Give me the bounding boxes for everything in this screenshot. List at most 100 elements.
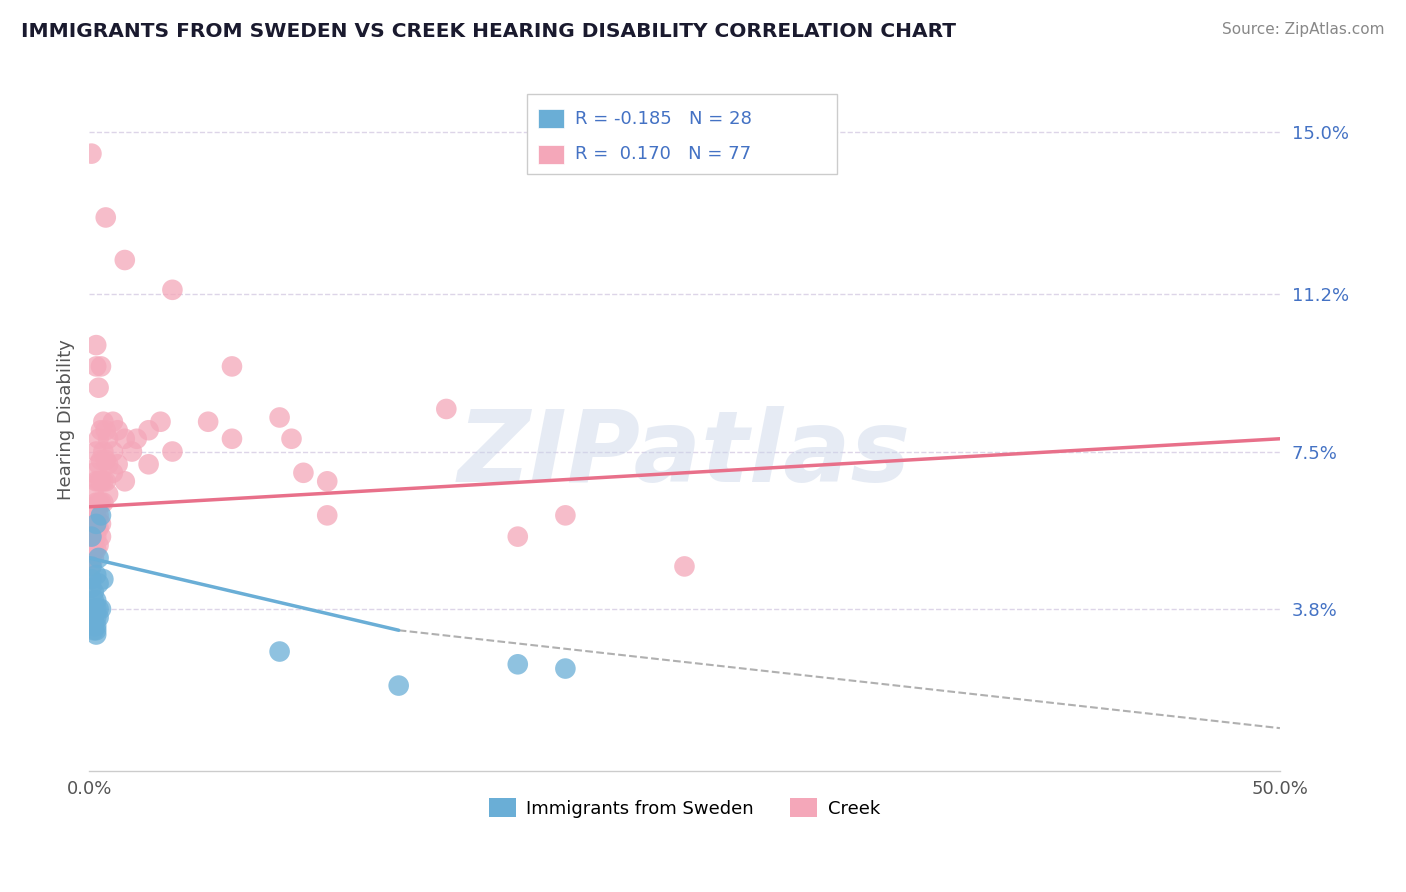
Point	[94, 423, 117, 437]
Text: ZIPatlas: ZIPatlas	[458, 406, 911, 503]
Point	[84, 602, 107, 616]
Point	[87, 458, 110, 472]
Point	[83, 466, 105, 480]
Point	[84, 516, 107, 531]
Point	[83, 610, 105, 624]
Point	[83, 624, 105, 638]
Point	[83, 602, 105, 616]
Point	[84, 530, 107, 544]
Point	[149, 415, 172, 429]
Point	[80, 572, 103, 586]
Point	[138, 423, 160, 437]
Point	[84, 610, 107, 624]
Point	[83, 606, 105, 620]
Point	[93, 475, 115, 489]
Text: R = -0.185   N = 28: R = -0.185 N = 28	[575, 110, 752, 128]
Point	[269, 644, 291, 658]
Point	[84, 542, 107, 557]
Point	[280, 432, 302, 446]
Point	[87, 610, 110, 624]
Point	[84, 475, 107, 489]
Point	[80, 146, 103, 161]
Point	[93, 444, 115, 458]
Point	[316, 475, 339, 489]
Point	[84, 444, 107, 458]
Point	[83, 585, 105, 599]
Point	[101, 466, 124, 480]
Point	[84, 521, 107, 535]
Point	[554, 508, 576, 523]
Point	[83, 550, 105, 565]
Point	[83, 516, 105, 531]
Point	[94, 453, 117, 467]
Point	[84, 508, 107, 523]
Point	[90, 530, 112, 544]
Point	[80, 559, 103, 574]
Point	[506, 530, 529, 544]
Text: Source: ZipAtlas.com: Source: ZipAtlas.com	[1222, 22, 1385, 37]
Point	[114, 475, 136, 489]
Point	[84, 338, 107, 352]
Point	[87, 508, 110, 523]
Point	[90, 475, 112, 489]
Point	[90, 602, 112, 616]
Point	[80, 581, 103, 595]
Point	[93, 572, 115, 586]
Point	[80, 530, 103, 544]
Point	[93, 415, 115, 429]
Point	[114, 253, 136, 268]
Point	[269, 410, 291, 425]
Point	[121, 444, 143, 458]
Point	[90, 495, 112, 509]
Point	[87, 538, 110, 552]
Point	[84, 627, 107, 641]
Point	[87, 381, 110, 395]
Point	[87, 521, 110, 535]
Point	[197, 415, 219, 429]
Point	[90, 359, 112, 374]
Point	[506, 657, 529, 672]
Point	[90, 508, 112, 523]
Point	[87, 550, 110, 565]
Point	[554, 662, 576, 676]
Point	[84, 593, 107, 607]
Point	[434, 401, 457, 416]
Point	[101, 415, 124, 429]
Point	[221, 432, 243, 446]
Point	[83, 619, 105, 633]
Point	[90, 516, 112, 531]
Point	[90, 453, 112, 467]
Point	[388, 679, 411, 693]
Text: R =  0.170   N = 77: R = 0.170 N = 77	[575, 145, 751, 163]
Y-axis label: Hearing Disability: Hearing Disability	[58, 339, 75, 500]
Point	[83, 530, 105, 544]
Point	[80, 530, 103, 544]
Point	[101, 444, 124, 458]
Point	[221, 359, 243, 374]
Point	[84, 619, 107, 633]
Point	[83, 500, 105, 514]
Point	[97, 458, 120, 472]
Point	[162, 283, 184, 297]
Point	[125, 432, 148, 446]
Point	[94, 475, 117, 489]
Point	[84, 624, 107, 638]
Point	[292, 466, 315, 480]
Point	[84, 495, 107, 509]
Point	[83, 542, 105, 557]
Point	[94, 211, 117, 225]
Point	[114, 432, 136, 446]
Point	[316, 508, 339, 523]
Text: IMMIGRANTS FROM SWEDEN VS CREEK HEARING DISABILITY CORRELATION CHART: IMMIGRANTS FROM SWEDEN VS CREEK HEARING …	[21, 22, 956, 41]
Point	[162, 444, 184, 458]
Point	[93, 495, 115, 509]
Point	[97, 432, 120, 446]
Point	[87, 495, 110, 509]
Point	[83, 508, 105, 523]
Point	[673, 559, 696, 574]
Point	[107, 423, 129, 437]
Point	[87, 602, 110, 616]
Point	[83, 487, 105, 501]
Point	[80, 508, 103, 523]
Point	[84, 359, 107, 374]
